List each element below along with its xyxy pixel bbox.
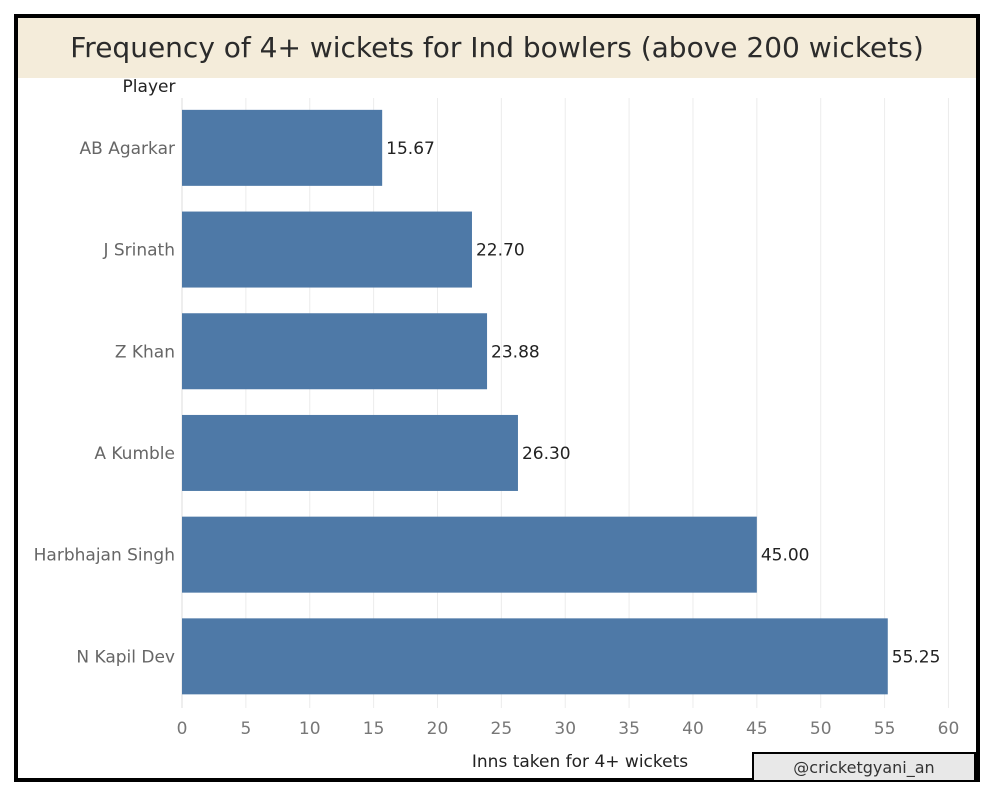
x-tick-label: 0 (177, 719, 188, 739)
bar (182, 313, 488, 390)
y-category-label: AB Agarkar (80, 139, 175, 159)
y-category-label: Harbhajan Singh (34, 546, 175, 566)
y-category-label: N Kapil Dev (76, 647, 175, 667)
data-label: 45.00 (761, 546, 810, 566)
bar (182, 211, 472, 288)
row-header: Player (123, 77, 176, 97)
x-tick-label: 5 (240, 719, 251, 739)
x-tick-label: 50 (810, 719, 832, 739)
data-label: 26.30 (522, 444, 571, 464)
x-tick-label: 45 (746, 719, 768, 739)
x-tick-label: 15 (363, 719, 385, 739)
bars-layer (182, 109, 888, 695)
watermark: @cricketgyani_an (752, 752, 976, 782)
x-axis-title: Inns taken for 4+ wickets (472, 752, 688, 772)
y-category-label: Z Khan (115, 342, 175, 362)
data-label: 23.88 (491, 342, 540, 362)
x-tick-label: 40 (682, 719, 704, 739)
labels-layer: 0 5 10 15 20 25 30 35 40 45 50 55 60 AB Agarkar 15.67 J… (34, 139, 960, 739)
bar (182, 516, 757, 593)
x-tick-label: 20 (427, 719, 449, 739)
data-label: 22.70 (476, 241, 525, 261)
y-category-label: J Srinath (102, 241, 175, 261)
data-label: 55.25 (892, 647, 941, 667)
bar (182, 414, 518, 491)
x-tick-label: 25 (491, 719, 513, 739)
grid-layer (181, 98, 949, 708)
bar (182, 618, 888, 695)
x-tick-label: 60 (938, 719, 960, 739)
chart-title: Frequency of 4+ wickets for Ind bowlers … (70, 31, 924, 64)
y-category-label: A Kumble (94, 444, 175, 464)
bar (182, 109, 383, 186)
data-label: 15.67 (386, 139, 435, 159)
title-band (18, 18, 976, 78)
x-tick-label: 55 (874, 719, 896, 739)
x-tick-label: 35 (618, 719, 640, 739)
x-tick-label: 30 (554, 719, 576, 739)
x-tick-label: 10 (299, 719, 321, 739)
